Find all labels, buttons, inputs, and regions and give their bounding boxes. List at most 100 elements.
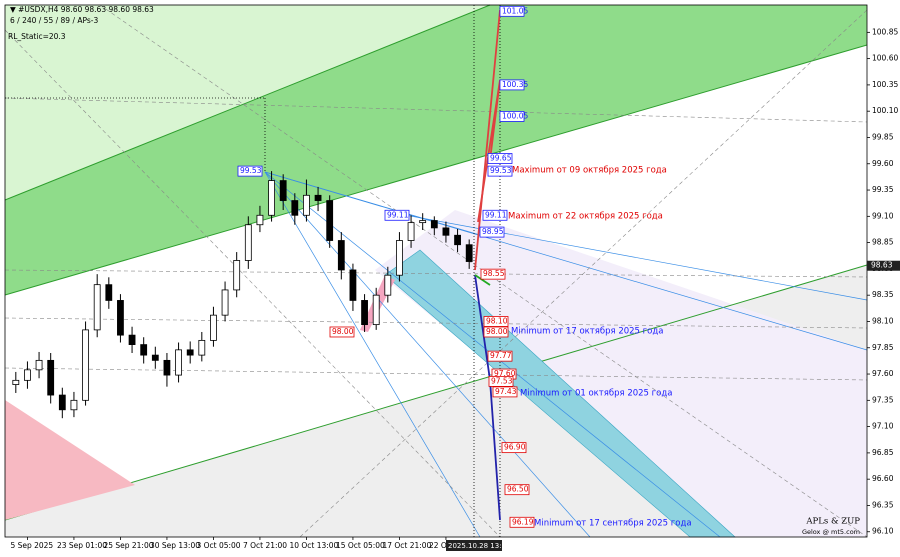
lavender-zone	[375, 210, 867, 537]
level-label: 101.05	[502, 6, 528, 15]
level-box	[329, 326, 355, 338]
channel-line	[4, 4, 491, 201]
decorations	[4, 4, 868, 538]
candle-body	[105, 284, 113, 301]
candle-body	[442, 227, 450, 236]
x-tick-label: 17 Oct 21:00	[382, 541, 431, 550]
level-box	[480, 268, 506, 280]
y-tick-label: 97.60	[872, 369, 894, 378]
candle-body	[454, 234, 461, 246]
candle-body	[58, 394, 66, 411]
dashed-level	[4, 317, 868, 329]
level-box	[483, 326, 509, 338]
candle-body	[396, 240, 403, 276]
y-tick-label: 96.85	[872, 448, 894, 457]
dashed-diagonal	[4, 29, 501, 538]
y-tick-label: 96.35	[872, 500, 894, 509]
candle-body	[256, 214, 264, 226]
level-label: 99.53	[240, 166, 262, 175]
level-label: 98.55	[483, 269, 505, 278]
candle-body	[384, 274, 392, 296]
annotation: Maximum от 09 октября 2025 года	[512, 166, 667, 176]
level-label: 98.00	[486, 327, 508, 336]
level-box	[479, 226, 505, 238]
level-box	[482, 209, 508, 221]
dashed-diagonal	[299, 9, 868, 538]
annotation: Minimum от 17 сентября 2025 года	[534, 519, 692, 529]
candle-body	[233, 260, 241, 291]
dashed-level	[4, 97, 868, 123]
pink-triangle	[5, 400, 135, 520]
level-label: 99.11	[387, 210, 409, 219]
level-box	[483, 316, 509, 327]
y-tick-label: 99.60	[872, 159, 894, 168]
level-label: 97.77	[490, 351, 512, 360]
fan-line	[264, 171, 481, 236]
candle-body	[93, 284, 101, 331]
level-label: 96.90	[504, 443, 526, 452]
candle-body	[314, 194, 322, 201]
candle-body	[407, 222, 415, 241]
level-label: 98.10	[486, 316, 508, 325]
y-tick-label: 98.35	[872, 290, 894, 299]
candle-body	[361, 300, 368, 326]
indicator: RL_Static=20.3	[8, 32, 66, 41]
candle-body	[279, 180, 287, 201]
fan-line	[264, 171, 591, 538]
candle-body	[35, 359, 43, 371]
candle-body	[210, 314, 217, 341]
x-tick-label: 30 Sep 13:00	[150, 541, 200, 550]
candle-body	[326, 200, 334, 241]
y-tick-label: 99.10	[872, 211, 894, 220]
candle-body	[430, 220, 438, 229]
level-box	[492, 386, 518, 398]
last-price-label: 98.63	[871, 261, 893, 270]
candle-body	[82, 329, 89, 401]
level-label: 98.95	[482, 227, 504, 236]
candle-body	[70, 399, 78, 411]
level-label: 99.53	[490, 166, 512, 175]
header: ▼ #USDX,H4 98.60 98.63 98.60 98.63	[10, 5, 154, 14]
level-box	[487, 153, 513, 164]
fan-line	[264, 171, 481, 538]
zigzag	[474, 9, 501, 271]
level-label: 97.43	[495, 387, 517, 396]
candle-body	[47, 359, 55, 396]
level-label: 97.53	[491, 376, 513, 385]
level-box	[487, 350, 513, 362]
candle-body	[349, 269, 357, 301]
candle-body	[291, 200, 299, 216]
level-label: 98.00	[332, 327, 354, 336]
y-tick-label: 100.60	[872, 54, 898, 63]
candle-body	[128, 334, 136, 345]
candle-body	[268, 180, 275, 216]
annotation: Maximum от 22 октября 2025 года	[508, 212, 663, 222]
candle-body	[372, 294, 380, 326]
y-tick-label: 96.60	[872, 474, 894, 483]
plot-frame	[4, 4, 868, 538]
level-box	[499, 79, 525, 91]
level-label: 96.19	[512, 517, 534, 526]
candle-body	[465, 244, 473, 262]
subheader: 6 / 240 / 55 / 89 / APs-3	[10, 16, 98, 25]
dashed-diagonal	[99, 4, 868, 538]
level-box	[384, 209, 410, 221]
candle-body	[163, 359, 171, 376]
candle-body	[151, 354, 159, 361]
zigzag	[474, 274, 491, 286]
y-tick-label: 96.10	[872, 527, 894, 536]
y-tick-label: 97.85	[872, 343, 894, 352]
level-box	[237, 165, 263, 177]
y-tick-label: 98.10	[872, 316, 894, 325]
watermark: APLs & ZUP	[805, 517, 860, 527]
x-tick-label: 25 Sep 21:00	[103, 541, 153, 550]
y-tick-label: 97.10	[872, 422, 894, 431]
level-label: 99.11	[485, 210, 507, 219]
watermark: Gelox @ mt5.com	[802, 528, 860, 536]
candle-body	[186, 349, 194, 356]
x-tick-label: 15 Oct 05:00	[336, 541, 385, 550]
level-box	[488, 375, 514, 387]
candle-body	[175, 349, 182, 376]
dashed-level	[4, 367, 868, 381]
